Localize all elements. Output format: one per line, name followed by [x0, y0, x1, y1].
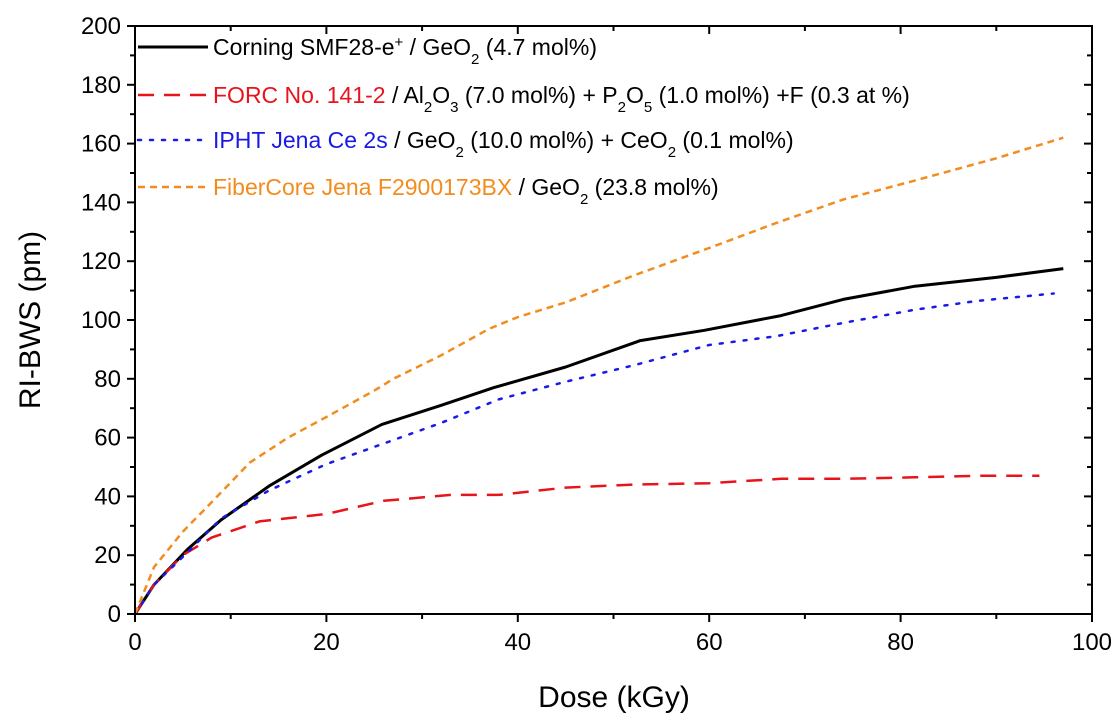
- y-tick-label: 120: [81, 248, 121, 275]
- legend-text-run: 2: [668, 144, 676, 161]
- legend-text-run: O: [432, 82, 450, 108]
- y-tick-label: 40: [94, 483, 121, 510]
- legend-text-run: 2: [618, 99, 626, 116]
- series-line-4: [133, 136, 1064, 615]
- legend-text-run: (7.0 mol%) + P: [459, 82, 618, 108]
- legend-text-run: 2: [455, 144, 463, 161]
- ticks-layer: 0 20 40 60 80 100 0 20 40 60 80 100 120 140 160 180 200: [81, 13, 1112, 656]
- series-layer: [133, 136, 1064, 616]
- y-axis-title: RI-BWS (pm): [14, 231, 47, 409]
- x-axis-title: Dose (kGy): [538, 681, 690, 714]
- y-tick-label: 60: [94, 425, 121, 452]
- legend-text-run: / GeO: [388, 127, 456, 153]
- y-tick-label: 160: [81, 131, 121, 158]
- legend-label-3: IPHT Jena Ce 2s / GeO2 (10.0 mol%) + CeO…: [213, 127, 794, 161]
- legend-text-run: (23.8 mol%): [588, 174, 718, 200]
- y-tick-label: 80: [94, 366, 121, 393]
- x-tick-label: 0: [128, 629, 141, 656]
- series-line-2: [133, 474, 1040, 615]
- x-tick-label: 80: [887, 629, 914, 656]
- legend-text-run: (0.1 mol%): [676, 127, 794, 153]
- legend-text-run: / GeO: [403, 34, 471, 60]
- legend-text-run: (1.0 mol%) +F (0.3 at %): [652, 82, 910, 108]
- x-tick-label: 60: [696, 629, 723, 656]
- x-tick-label: 20: [313, 629, 340, 656]
- legend-text-run: 2: [471, 51, 479, 68]
- legend-text-run: IPHT Jena Ce 2s: [213, 127, 388, 153]
- legend-text-run: 3: [450, 99, 458, 116]
- legend-label-4: FiberCore Jena F2900173BX / GeO2 (23.8 m…: [213, 174, 719, 208]
- legend-text-run: 2: [580, 191, 588, 208]
- y-tick-label: 180: [81, 72, 121, 99]
- legend-label-2: FORC No. 141-2 / Al2O3 (7.0 mol%) + P2O5…: [213, 82, 910, 116]
- legend-text-run: 2: [424, 99, 432, 116]
- legend-text-run: O: [626, 82, 644, 108]
- series-line-3: [133, 292, 1055, 616]
- y-tick-label: 100: [81, 307, 121, 334]
- legend-text-run: +: [395, 34, 404, 51]
- y-tick-label: 200: [81, 13, 121, 40]
- legend-text-run: FiberCore Jena F2900173BX: [213, 174, 512, 200]
- legend-text-run: (4.7 mol%): [479, 34, 597, 60]
- legend-text-run: FORC No. 141-2: [213, 82, 386, 108]
- legend-text-run: 5: [644, 99, 652, 116]
- y-tick-label: 20: [94, 542, 121, 569]
- plot-frame: [134, 25, 1093, 615]
- legend: Corning SMF28-e+ / GeO2 (4.7 mol%)FORC N…: [136, 34, 910, 208]
- x-tick-label: 100: [1072, 629, 1112, 656]
- legend-text-run: / Al: [386, 82, 424, 108]
- legend-label-1: Corning SMF28-e+ / GeO2 (4.7 mol%): [213, 34, 597, 68]
- series-line-1: [133, 267, 1064, 615]
- legend-text-run: (10.0 mol%) + CeO: [464, 127, 668, 153]
- y-tick-label: 0: [108, 601, 121, 628]
- legend-text-run: / GeO: [512, 174, 580, 200]
- y-tick-label: 140: [81, 189, 121, 216]
- legend-text-run: Corning SMF28-e: [213, 34, 395, 60]
- x-tick-label: 40: [504, 629, 531, 656]
